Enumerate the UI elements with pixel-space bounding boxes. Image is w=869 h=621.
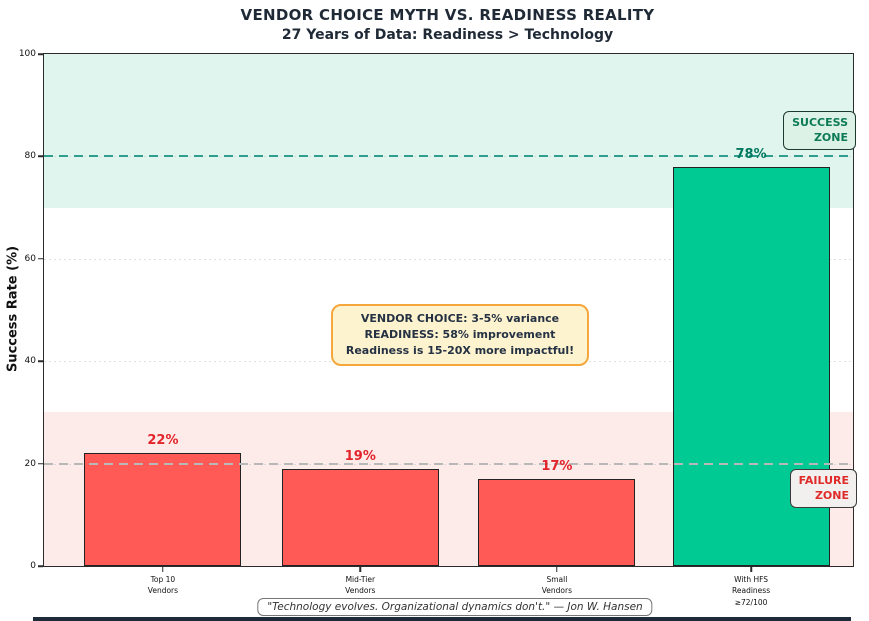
y-tick-mark <box>38 258 43 260</box>
success-zone-label: SUCCESS ZONE <box>783 111 856 150</box>
chart-subtitle: 27 Years of Data: Readiness > Technology <box>281 27 614 43</box>
y-tick-label: 20 <box>24 458 36 469</box>
x-tick-label: Small Vendors <box>541 575 573 596</box>
x-tick-mark <box>750 567 752 572</box>
y-tick-mark <box>38 462 43 465</box>
x-tick-mark <box>162 567 164 572</box>
y-tick-label: 80 <box>24 151 36 162</box>
bar <box>478 478 636 566</box>
bar-value-label: 19% <box>344 448 376 464</box>
y-axis-label: Success Rate (%) <box>5 245 21 373</box>
x-tick-mark <box>556 567 558 572</box>
footer-accent-bar <box>33 617 851 621</box>
x-tick-label: Top 10 Vendors <box>147 575 179 596</box>
success-threshold-line <box>44 155 853 158</box>
quote-footer: "Technology evolves. Organizational dyna… <box>257 598 653 616</box>
title-block: VENDOR CHOICE MYTH VS. READINESS REALITY… <box>43 6 852 43</box>
x-tick-label: With HFS Readiness ≥72/100 <box>732 575 771 607</box>
y-tick-label: 40 <box>24 356 36 367</box>
failure-threshold-line <box>44 462 853 465</box>
y-tick-mark <box>38 53 43 55</box>
failure-zone-label: FAILURE ZONE <box>790 469 857 508</box>
bar-value-label: 22% <box>147 433 179 449</box>
bar-value-label: 17% <box>541 458 573 474</box>
annotation-callout: VENDOR CHOICE: 3-5% variance READINESS: … <box>331 304 589 366</box>
chart-title: VENDOR CHOICE MYTH VS. READINESS REALITY <box>240 6 655 24</box>
bar <box>84 453 242 566</box>
bar-value-label: 78% <box>735 146 767 162</box>
y-tick-label: 60 <box>24 253 36 264</box>
y-tick-mark <box>38 155 43 158</box>
y-tick-label: 100 <box>18 49 36 59</box>
gridline <box>44 258 853 260</box>
y-tick-label: 0 <box>30 561 36 571</box>
bar <box>281 468 439 566</box>
x-tick-label: Mid-Tier Vendors <box>345 575 376 596</box>
plot-area: VENDOR CHOICE: 3-5% variance READINESS: … <box>19 49 857 607</box>
x-tick-mark <box>359 567 362 572</box>
y-tick-mark <box>38 565 43 567</box>
y-tick-mark <box>38 360 43 362</box>
